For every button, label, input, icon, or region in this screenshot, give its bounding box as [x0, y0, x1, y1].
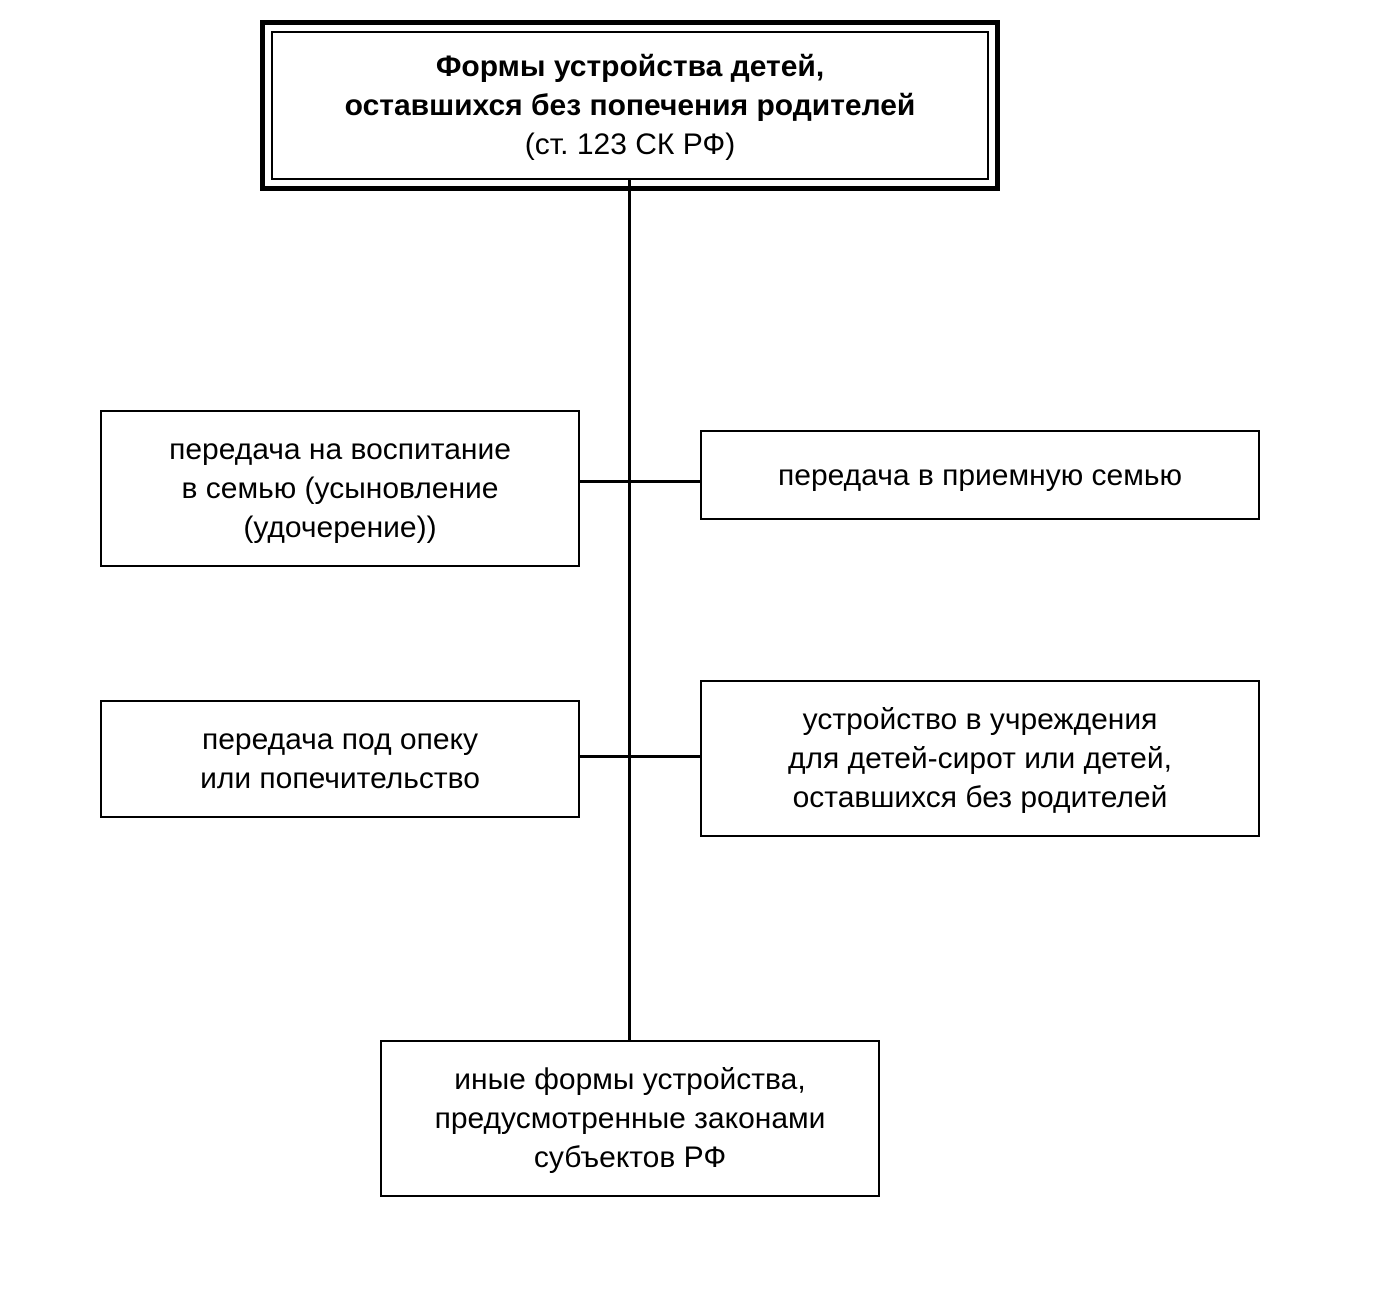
box-adoption: передача на воспитаниев семью (усыновлен… [100, 410, 580, 567]
trunk-line [628, 180, 631, 1040]
box-foster-connector [631, 480, 700, 483]
box-other: иные формы устройства,предусмотренные за… [380, 1040, 880, 1197]
box-institution-connector [631, 755, 700, 758]
box-guardianship: передача под опекуили попечительство [100, 700, 580, 818]
root-node: Формы устройства детей,оставшихся без по… [260, 20, 1000, 191]
diagram-container: Формы устройства детей,оставшихся без по… [0, 0, 1381, 1302]
box-adoption-connector [580, 480, 628, 483]
root-subtitle: (ст. 123 СК РФ) [303, 125, 957, 164]
root-title: Формы устройства детей,оставшихся без по… [303, 47, 957, 125]
box-guardianship-connector [580, 755, 628, 758]
box-foster: передача в приемную семью [700, 430, 1260, 520]
root-inner: Формы устройства детей,оставшихся без по… [271, 31, 989, 180]
box-institution: устройство в учреждениядля детей-сирот и… [700, 680, 1260, 837]
